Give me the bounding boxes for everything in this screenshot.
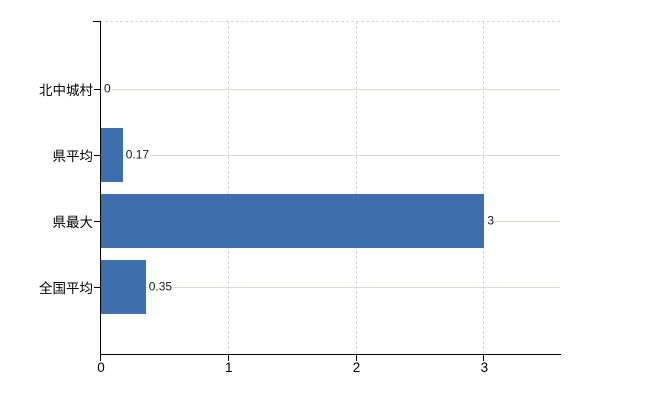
y-tick-1	[94, 155, 100, 156]
x-tick-2	[355, 355, 357, 361]
y-tick-2	[94, 221, 100, 222]
bar-2	[101, 194, 485, 248]
category-label-1: 県平均	[52, 149, 94, 164]
x-tick-1	[227, 355, 229, 361]
bar-3	[101, 260, 146, 314]
x-tick-label-3: 3	[480, 360, 489, 375]
category-label-0: 北中城村	[39, 83, 93, 98]
h-gridline-1	[100, 155, 560, 156]
y-axis-end-tick	[93, 21, 100, 22]
x-tick-0	[100, 355, 101, 361]
x-tick-label-2: 2	[352, 360, 361, 375]
x-tick-label-0: 0	[97, 360, 105, 375]
plot-top-border	[100, 21, 560, 22]
value-label-1: 0.17	[124, 147, 151, 162]
y-axis-line	[100, 21, 101, 355]
h-gridline-3	[100, 287, 560, 288]
value-label-2: 3	[486, 213, 496, 228]
x-tick-3	[483, 355, 485, 361]
category-label-2: 県最大	[52, 215, 94, 230]
bar-1	[101, 128, 123, 182]
v-gridline-1	[227, 21, 229, 354]
y-tick-3	[94, 287, 100, 288]
v-gridline-3	[483, 21, 485, 354]
y-tick-0	[94, 89, 100, 90]
category-label-3: 全国平均	[39, 281, 93, 296]
value-label-3: 0.35	[147, 279, 174, 294]
x-axis-line	[100, 354, 561, 355]
h-gridline-0	[100, 89, 560, 90]
x-tick-label-1: 1	[225, 360, 233, 375]
v-gridline-2	[355, 21, 357, 354]
value-label-0: 0	[103, 81, 112, 96]
